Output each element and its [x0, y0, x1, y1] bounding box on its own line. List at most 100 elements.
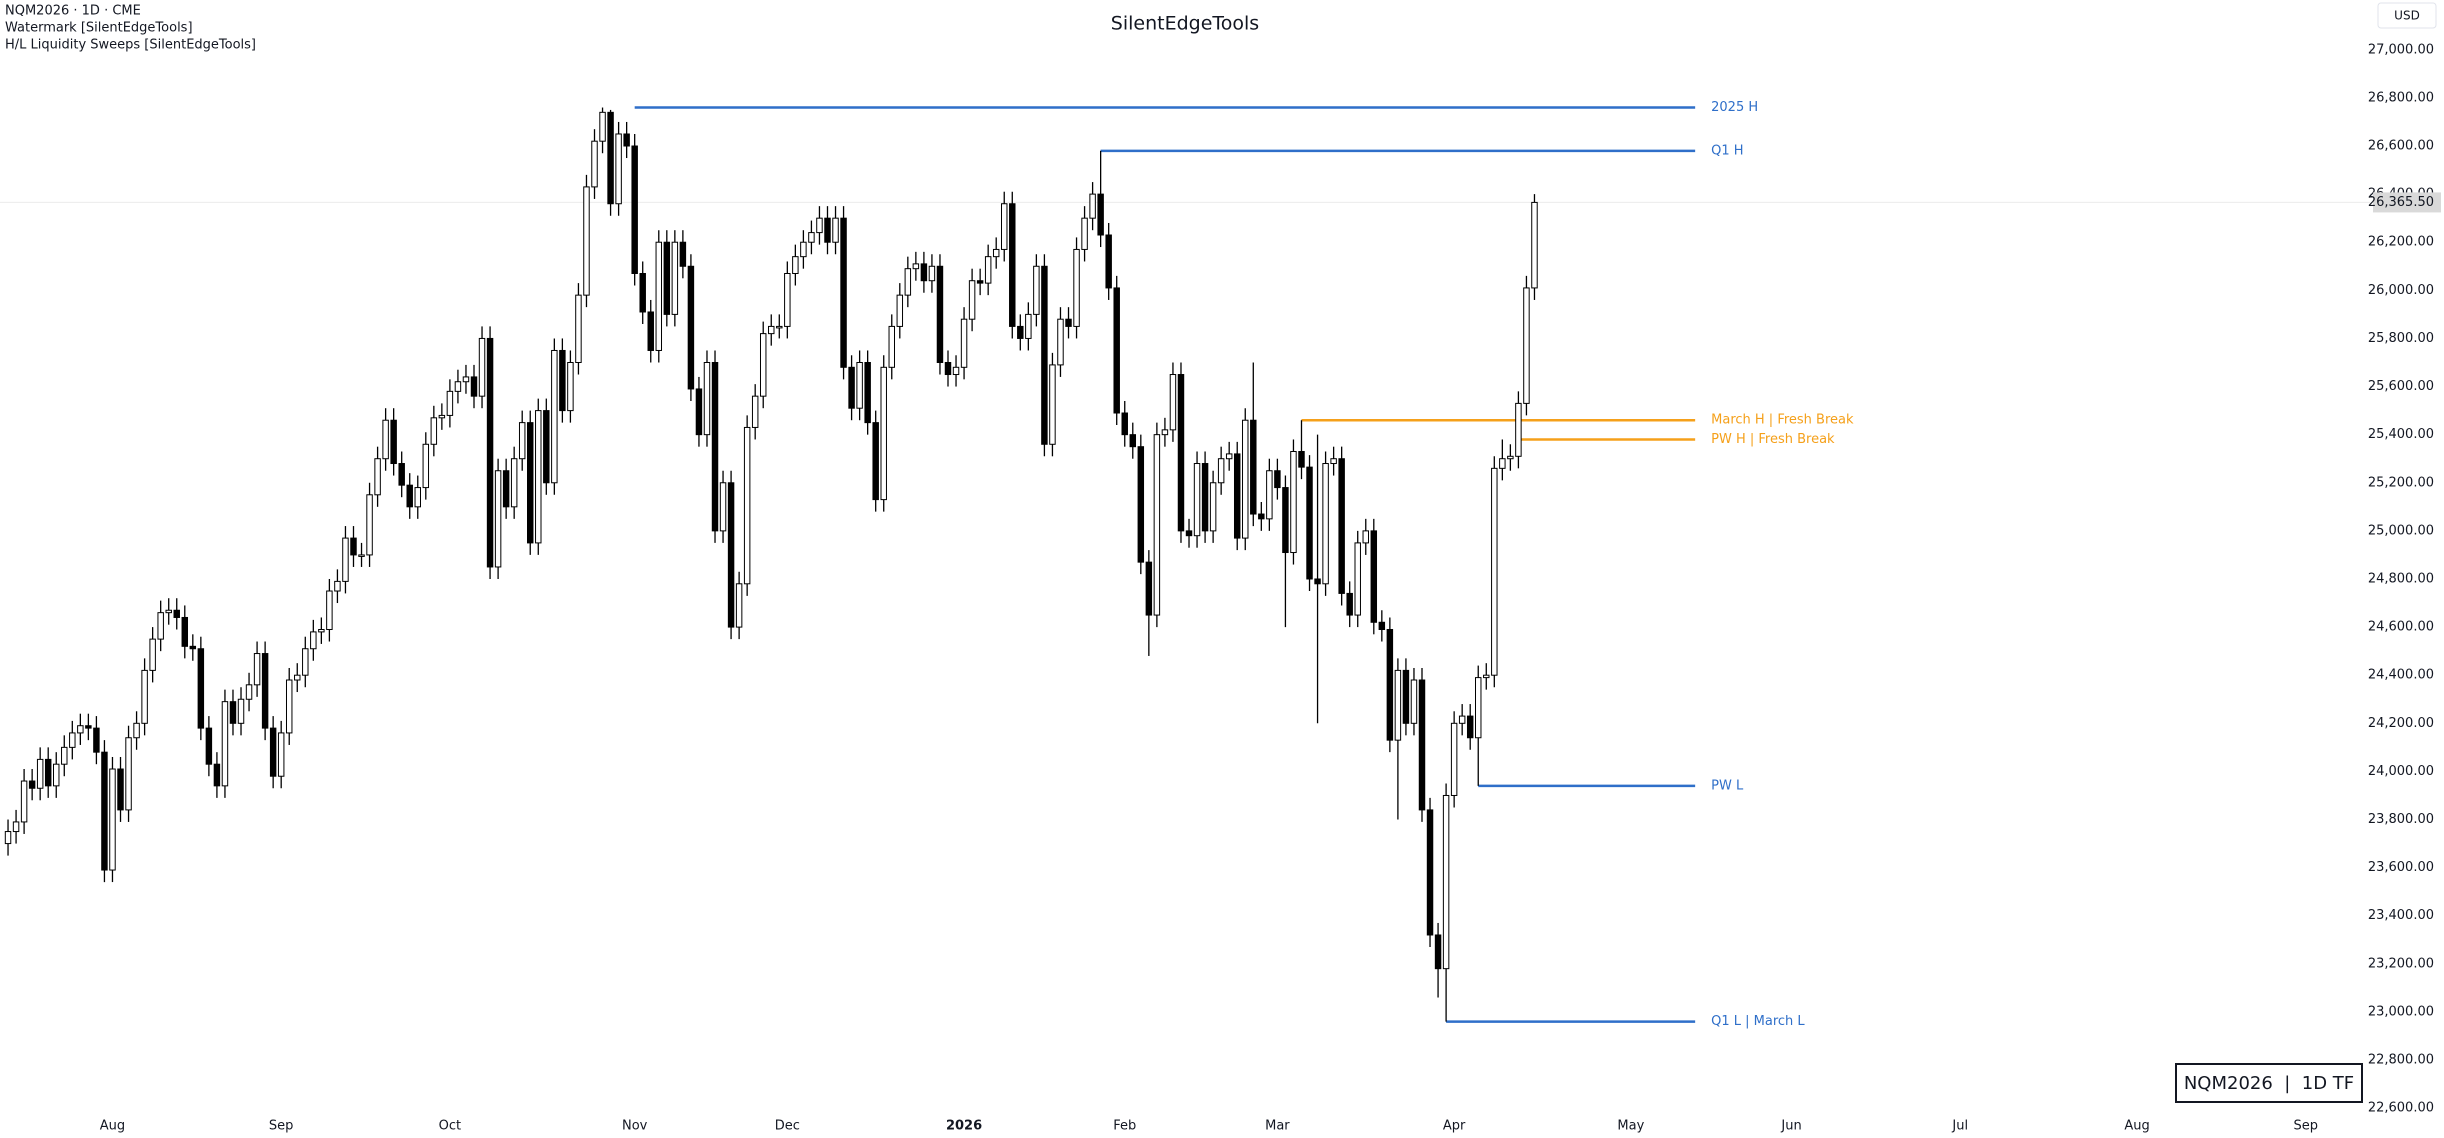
candle-body [173, 609, 180, 618]
candle-body [575, 294, 582, 363]
candle-body [237, 698, 245, 724]
candle-body [1362, 530, 1369, 544]
indicator-name: H/L Liquidity Sweeps [SilentEdgeTools] [5, 38, 256, 53]
candle-body [735, 583, 743, 628]
candle-body [1507, 455, 1514, 460]
y-tick-label: 24,800.00 [2368, 571, 2434, 586]
candle-body [840, 217, 847, 368]
candle-body [567, 361, 574, 412]
candle-body [816, 217, 823, 234]
x-tick-label: Aug [100, 1119, 125, 1134]
candle-body [599, 111, 606, 142]
candle-body [1121, 412, 1128, 436]
candle-body [1330, 458, 1337, 465]
indicator-name: Watermark [SilentEdgeTools] [5, 21, 193, 36]
candle-body [285, 679, 293, 734]
candle-body [1266, 470, 1273, 520]
candle-body [543, 410, 550, 484]
candle-body [149, 638, 156, 671]
level-label: 2025 H [1711, 100, 1758, 115]
candle-body [591, 140, 598, 188]
candle-body [655, 241, 663, 351]
candle-body [205, 727, 213, 765]
candle-body [1338, 458, 1345, 594]
candle-body [406, 484, 413, 508]
candle-body [518, 422, 526, 460]
candle-body [53, 763, 60, 787]
y-tick-label: 25,800.00 [2368, 331, 2434, 346]
candle-body [623, 133, 630, 147]
candle-body [1370, 530, 1378, 623]
candle-body [44, 758, 52, 787]
candle-body [430, 417, 438, 445]
candle-body [1515, 402, 1522, 457]
candle-body [1177, 374, 1185, 532]
candle-body [1418, 679, 1426, 811]
x-tick-label: Nov [622, 1119, 648, 1134]
candle-body [1129, 434, 1137, 448]
candle-body [1242, 419, 1249, 539]
candle-body [93, 727, 100, 753]
currency-button[interactable] [2377, 2, 2437, 29]
candle-body [1145, 561, 1153, 616]
candle-body [631, 145, 638, 274]
candle-body [358, 554, 365, 557]
currency-label[interactable]: USD [2394, 9, 2420, 23]
candle-body [872, 422, 879, 501]
candle-body [101, 751, 108, 871]
candle-body [1282, 487, 1289, 554]
candle-body [647, 311, 654, 351]
y-tick-label: 25,000.00 [2368, 523, 2434, 538]
candle-body [294, 674, 301, 681]
candle-body [1217, 458, 1225, 484]
candle-body [350, 537, 357, 556]
candle-body [109, 768, 116, 871]
candle-body [759, 333, 767, 397]
candle-body [1394, 669, 1402, 741]
y-tick-label: 26,800.00 [2368, 90, 2434, 105]
candle-body [944, 361, 952, 376]
candle-body [20, 780, 28, 823]
candle-body [1089, 193, 1096, 219]
candle-body [952, 366, 960, 376]
candle-body [326, 590, 333, 630]
candle-body [1378, 621, 1386, 630]
candle-body [374, 458, 381, 496]
candle-body [1499, 458, 1506, 469]
candle-body [1290, 450, 1297, 554]
candle-body [398, 463, 405, 486]
candle-body [1306, 466, 1313, 580]
candle-body [77, 725, 84, 734]
y-tick-label: 24,000.00 [2368, 764, 2434, 779]
candle-body [663, 241, 671, 315]
candle-body [12, 821, 20, 833]
candle-body [229, 701, 237, 724]
y-tick-label: 22,600.00 [2368, 1101, 2434, 1116]
candle-body [976, 280, 984, 284]
candle-body [743, 426, 751, 585]
candle-body [1314, 578, 1321, 585]
candle-body [751, 395, 759, 428]
candle-body [1201, 463, 1209, 532]
candles-layer [4, 107, 1538, 1022]
candle-body [968, 280, 976, 320]
candle-body [189, 645, 197, 650]
candle-body [1475, 677, 1482, 739]
candle-body [382, 419, 389, 460]
candle-body [679, 241, 687, 267]
candle-body [607, 111, 614, 205]
candle-body [768, 325, 775, 335]
candle-body [888, 325, 895, 368]
candle-body [133, 722, 140, 739]
candle-body [848, 366, 855, 409]
last-price-badge [2373, 192, 2441, 213]
candle-body [1105, 234, 1112, 289]
candle-body [1113, 287, 1120, 414]
y-tick-label: 27,000.00 [2368, 42, 2434, 57]
candle-body [1193, 463, 1201, 537]
candle-body [125, 737, 132, 811]
candle-body [687, 265, 695, 390]
candle-body [1402, 669, 1410, 724]
y-tick-label: 22,800.00 [2368, 1053, 2434, 1068]
